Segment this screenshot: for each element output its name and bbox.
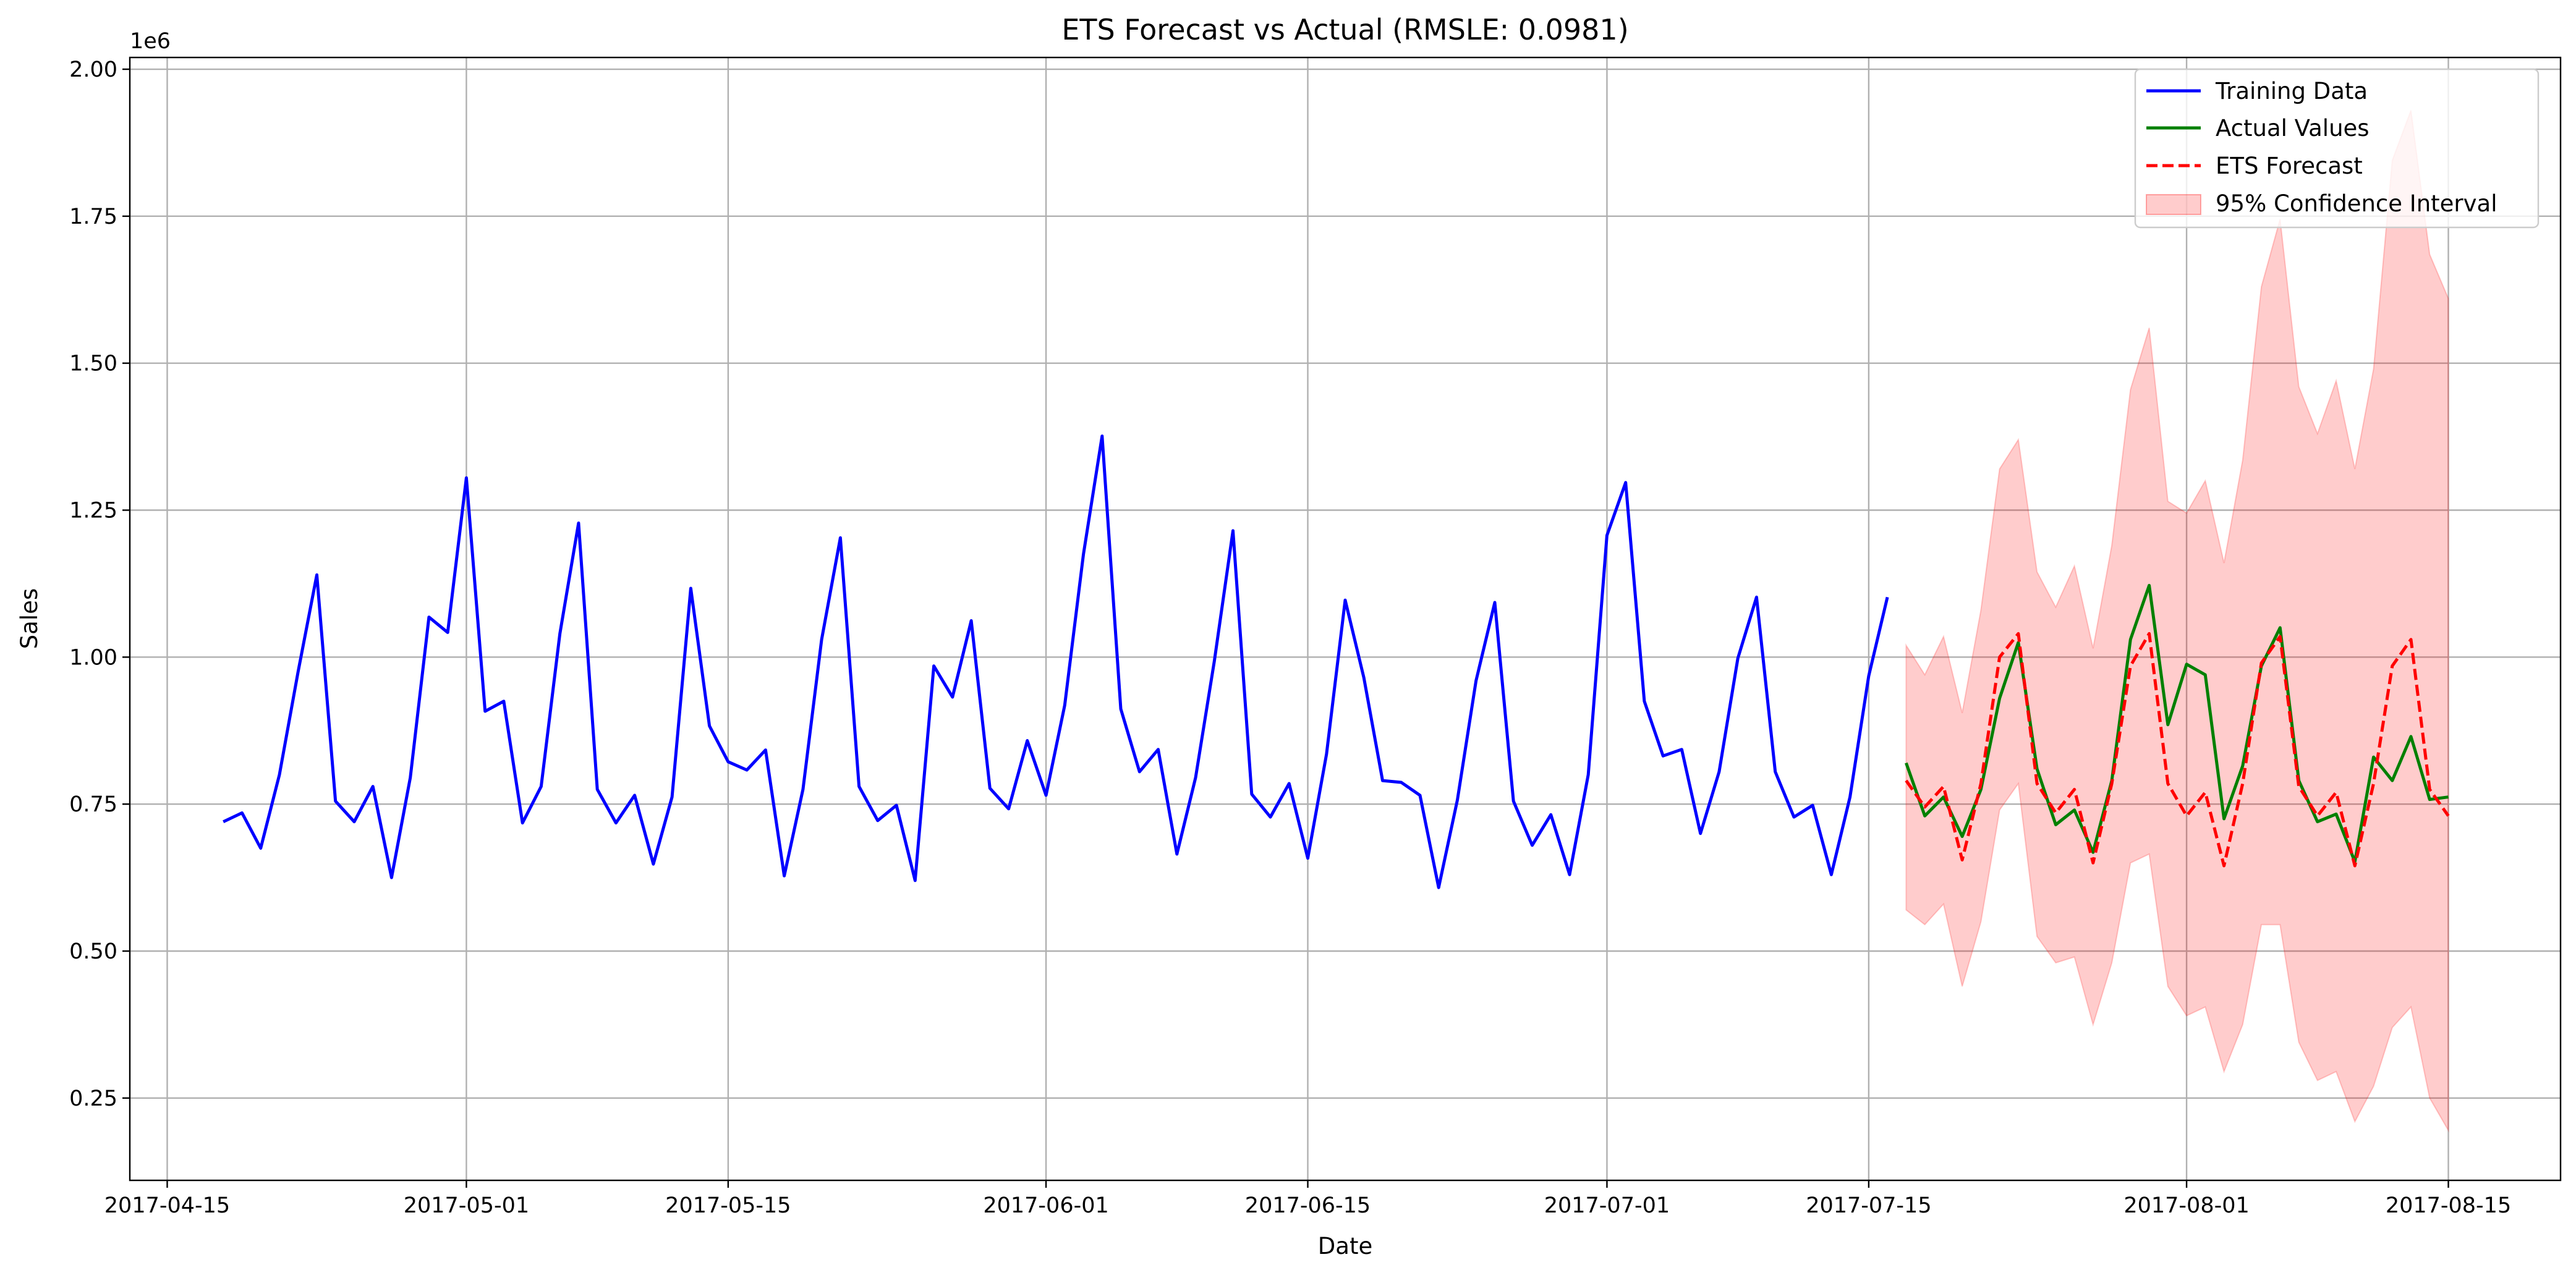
x-tick-label: 2017-04-15 (104, 1193, 230, 1218)
y-tick-label: 0.25 (69, 1086, 117, 1111)
y-tick-label: 0.50 (69, 939, 117, 964)
y-axis-label: Sales (16, 588, 43, 649)
chart-title: ETS Forecast vs Actual (RMSLE: 0.0981) (1061, 13, 1628, 46)
y-tick-label: 2.00 (69, 57, 117, 82)
confidence-band (1905, 110, 2449, 1133)
x-tick-label: 2017-07-15 (1806, 1193, 1931, 1218)
x-tick-label: 2017-06-01 (983, 1193, 1108, 1218)
plot-frame (129, 56, 2562, 1182)
legend-label-actual: Actual Values (2216, 115, 2370, 142)
series-line-forecast (1905, 632, 2450, 868)
x-tick-label: 2017-07-01 (1544, 1193, 1670, 1218)
series-line-actual (1905, 583, 2449, 863)
grid-layer (130, 57, 2561, 1180)
x-tick-label: 2017-05-01 (404, 1193, 529, 1218)
y-tick-label: 0.75 (69, 792, 117, 817)
legend-label-forecast: ETS Forecast (2216, 153, 2363, 179)
legend-label-ci: 95% Confidence Interval (2216, 190, 2497, 217)
x-tick-label: 2017-05-15 (665, 1193, 791, 1218)
x-tick-label: 2017-06-15 (1245, 1193, 1371, 1218)
x-axis-label: Date (1318, 1233, 1372, 1259)
legend: Training Data Actual Values ETS Forecast… (2134, 68, 2540, 229)
y-tick-label: 1.75 (69, 205, 117, 229)
ci-layer (1905, 110, 2449, 1133)
y-offset-label: 1e6 (130, 29, 171, 54)
legend-swatch-ci (2146, 194, 2201, 215)
ticks-layer: 2017-04-15 2017-05-01 2017-05-15 2017-06-01… (69, 57, 2511, 1218)
y-tick-label: 1.50 (69, 352, 117, 376)
series-line-training (223, 434, 1889, 889)
x-tick-label: 2017-08-15 (2386, 1193, 2511, 1218)
legend-box (2134, 68, 2540, 229)
y-tick-label: 1.25 (69, 499, 117, 523)
legend-label-training: Training Data (2215, 78, 2368, 104)
x-tick-label: 2017-08-01 (2123, 1193, 2249, 1218)
lines-layer (223, 434, 2450, 889)
y-tick-label: 1.00 (69, 645, 117, 670)
